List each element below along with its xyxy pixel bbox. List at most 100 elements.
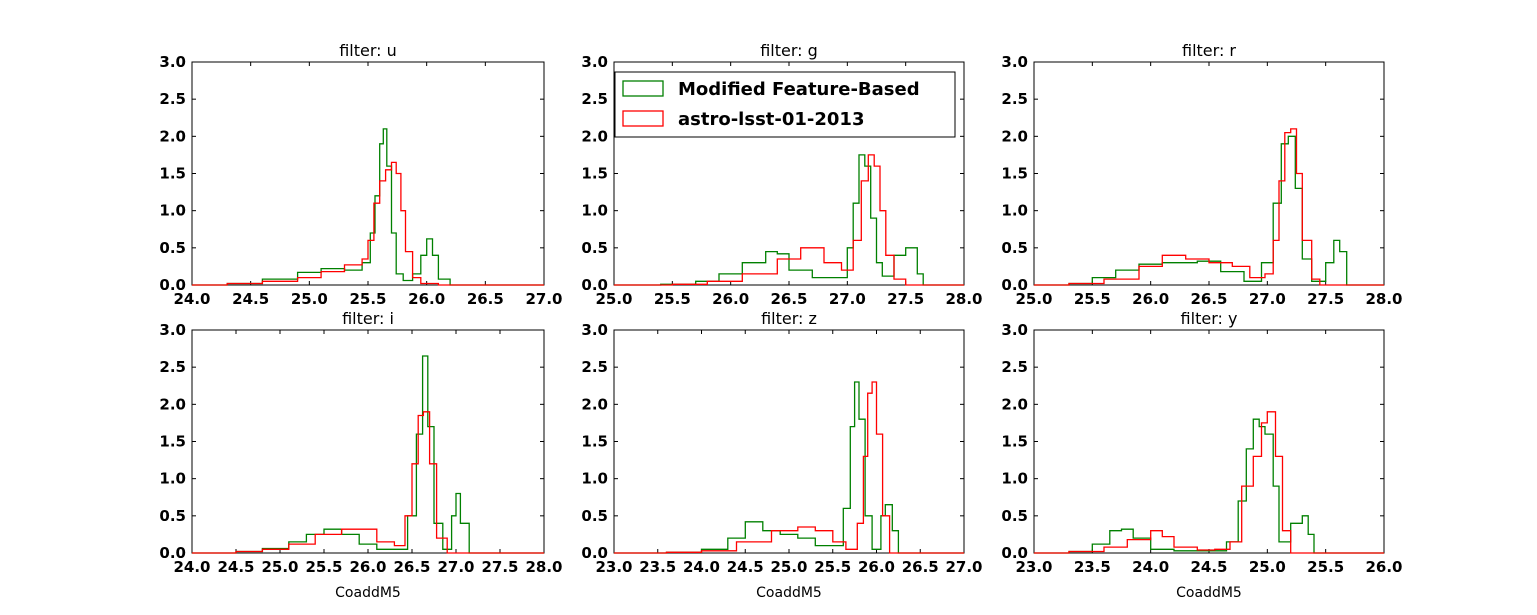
legend-label: Modified Feature-Based bbox=[678, 79, 920, 100]
x-tick-label: 24.5 bbox=[1190, 558, 1227, 576]
y-tick-label: 1.5 bbox=[1001, 165, 1028, 183]
y-tick-label: 1.0 bbox=[1001, 470, 1028, 488]
y-tick-label: 1.5 bbox=[1001, 433, 1028, 451]
legend-swatch bbox=[622, 80, 664, 97]
x-tick-label: 25.0 bbox=[1015, 290, 1052, 308]
y-tick-label: 0.5 bbox=[159, 507, 186, 525]
y-tick-label: 1.5 bbox=[159, 433, 186, 451]
plot-area bbox=[1033, 329, 1385, 554]
y-tick-label: 2.0 bbox=[581, 395, 608, 413]
y-tick-label: 1.0 bbox=[581, 470, 608, 488]
x-axis-label: CoaddM5 bbox=[335, 585, 401, 601]
y-tick-label: 2.5 bbox=[159, 358, 186, 376]
x-tick-label: 24.5 bbox=[217, 558, 254, 576]
panel-5: 23.0 23.5 24.0 24.5 25.0 25.5 26.0 26.5 27.0 0.0 0… bbox=[581, 309, 982, 601]
x-tick-label: 24.0 bbox=[173, 558, 210, 576]
panel-1: 24.0 24.5 25.0 25.5 26.0 26.5 27.0 0.0 0.5 1.0 1.5… bbox=[159, 41, 562, 308]
y-tick-label: 0.5 bbox=[1001, 239, 1028, 257]
panel-title: filter: z bbox=[761, 309, 817, 328]
panel-title: filter: y bbox=[1181, 309, 1238, 328]
panel-3: 25.0 25.5 26.0 26.5 27.0 27.5 28.0 0.0 0.5 1.0 1.5… bbox=[1001, 41, 1402, 308]
x-tick-label: 25.5 bbox=[349, 290, 386, 308]
x-tick-label: 25.0 bbox=[770, 558, 807, 576]
x-tick-label: 28.0 bbox=[1365, 290, 1402, 308]
series-astro-lsst-01-2013 bbox=[614, 154, 964, 286]
y-tick-label: 1.5 bbox=[159, 165, 186, 183]
y-tick-label: 0.5 bbox=[581, 239, 608, 257]
panel-title: filter: g bbox=[760, 41, 818, 60]
legend-box bbox=[614, 71, 956, 138]
y-tick-label: 2.5 bbox=[581, 358, 608, 376]
series-Modified Feature-Based bbox=[1034, 418, 1384, 554]
x-axis-label: CoaddM5 bbox=[1176, 585, 1242, 601]
x-tick-label: 26.5 bbox=[902, 558, 939, 576]
y-tick-label: 2.0 bbox=[1001, 127, 1028, 145]
x-tick-label: 26.5 bbox=[393, 558, 430, 576]
y-tick-label: 0.0 bbox=[1001, 276, 1028, 294]
y-tick-label: 1.0 bbox=[1001, 202, 1028, 220]
panel-4: 24.0 24.5 25.0 25.5 26.0 26.5 27.0 27.5 28.0 0.0 0… bbox=[159, 309, 562, 601]
x-axis-label: CoaddM5 bbox=[756, 585, 822, 601]
y-tick-label: 2.0 bbox=[159, 127, 186, 145]
x-tick-label: 25.5 bbox=[1074, 290, 1111, 308]
x-tick-label: 25.5 bbox=[654, 290, 691, 308]
series-astro-lsst-01-2013 bbox=[614, 381, 964, 554]
y-tick-label: 1.0 bbox=[159, 470, 186, 488]
y-tick-label: 2.0 bbox=[581, 127, 608, 145]
y-tick-label: 0.0 bbox=[159, 544, 186, 562]
y-tick-label: 2.5 bbox=[1001, 358, 1028, 376]
y-tick-label: 0.0 bbox=[581, 276, 608, 294]
panel-2: 25.0 25.5 26.0 26.5 27.0 27.5 28.0 0.0 0.5 1.0 1.5… bbox=[581, 41, 982, 308]
plot-area bbox=[613, 329, 965, 554]
x-tick-label: 27.0 bbox=[1249, 290, 1286, 308]
y-tick-label: 0.0 bbox=[159, 276, 186, 294]
x-tick-label: 23.5 bbox=[639, 558, 676, 576]
series-astro-lsst-01-2013 bbox=[192, 411, 544, 554]
x-tick-label: 24.0 bbox=[1132, 558, 1169, 576]
x-tick-label: 24.5 bbox=[727, 558, 764, 576]
y-tick-label: 1.5 bbox=[581, 165, 608, 183]
x-tick-label: 28.0 bbox=[945, 290, 982, 308]
x-tick-label: 25.0 bbox=[1249, 558, 1286, 576]
y-tick-label: 3.0 bbox=[1001, 53, 1028, 71]
series-astro-lsst-01-2013 bbox=[1034, 128, 1384, 286]
y-tick-label: 0.0 bbox=[1001, 544, 1028, 562]
x-tick-label: 25.0 bbox=[595, 290, 632, 308]
x-tick-label: 26.0 bbox=[408, 290, 445, 308]
x-tick-label: 23.0 bbox=[595, 558, 632, 576]
x-tick-label: 26.5 bbox=[770, 290, 807, 308]
x-tick-label: 27.0 bbox=[945, 558, 982, 576]
y-tick-label: 2.0 bbox=[159, 395, 186, 413]
y-tick-label: 0.0 bbox=[581, 544, 608, 562]
x-tick-label: 26.0 bbox=[858, 558, 895, 576]
x-tick-label: 25.0 bbox=[261, 558, 298, 576]
x-tick-label: 26.5 bbox=[1190, 290, 1227, 308]
series-astro-lsst-01-2013 bbox=[192, 161, 544, 286]
y-tick-label: 0.5 bbox=[581, 507, 608, 525]
y-tick-label: 3.0 bbox=[1001, 321, 1028, 339]
x-tick-label: 27.5 bbox=[1307, 290, 1344, 308]
x-tick-label: 26.0 bbox=[349, 558, 386, 576]
y-tick-label: 2.5 bbox=[581, 90, 608, 108]
y-tick-label: 3.0 bbox=[581, 321, 608, 339]
x-tick-label: 24.0 bbox=[173, 290, 210, 308]
x-tick-label: 24.0 bbox=[683, 558, 720, 576]
plot-area bbox=[191, 329, 545, 554]
legend-label: astro-lsst-01-2013 bbox=[678, 109, 864, 130]
x-tick-label: 27.0 bbox=[525, 290, 562, 308]
plot-area bbox=[1033, 61, 1385, 286]
x-tick-label: 23.0 bbox=[1015, 558, 1052, 576]
x-tick-label: 24.5 bbox=[232, 290, 269, 308]
y-tick-label: 2.0 bbox=[1001, 395, 1028, 413]
x-tick-label: 26.0 bbox=[1365, 558, 1402, 576]
x-tick-label: 25.5 bbox=[1307, 558, 1344, 576]
y-tick-label: 1.0 bbox=[581, 202, 608, 220]
x-tick-label: 27.5 bbox=[481, 558, 518, 576]
x-tick-label: 28.0 bbox=[525, 558, 562, 576]
series-astro-lsst-01-2013 bbox=[1034, 411, 1384, 554]
y-tick-label: 3.0 bbox=[159, 321, 186, 339]
panel-title: filter: i bbox=[342, 309, 394, 328]
legend-swatch bbox=[622, 110, 664, 127]
y-tick-label: 2.5 bbox=[159, 90, 186, 108]
